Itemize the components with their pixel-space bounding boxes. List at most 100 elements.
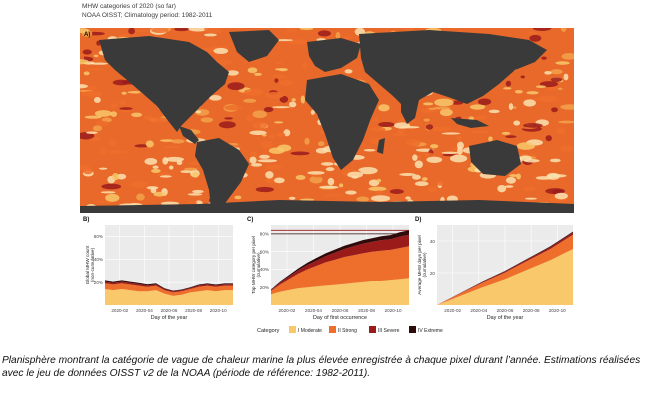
mhw-pixel-blob xyxy=(396,129,406,135)
mhw-pixel-blob xyxy=(82,90,102,98)
mhw-pixel-blob xyxy=(148,117,168,123)
mhw-pixel-blob xyxy=(319,130,326,134)
mhw-pixel-blob xyxy=(152,165,159,169)
land-madagascar xyxy=(377,138,385,154)
mhw-pixel-blob xyxy=(105,193,120,202)
mhw-pixel-blob xyxy=(83,71,90,76)
land-australia xyxy=(469,140,521,176)
mhw-pixel-blob xyxy=(423,102,434,106)
mhw-pixel-blob xyxy=(335,31,341,40)
mhw-pixel-blob xyxy=(299,28,314,30)
legend-title: Category xyxy=(257,328,280,334)
mhw-pixel-blob xyxy=(243,88,264,96)
mhw-pixel-blob xyxy=(376,178,382,183)
mhw-pixel-blob xyxy=(375,190,383,195)
land-central-america xyxy=(179,126,199,144)
mhw-pixel-blob xyxy=(399,126,420,129)
mhw-pixel-blob xyxy=(323,194,344,197)
y-axis-label: Top MHW category per pixel(cumulative) xyxy=(251,236,261,294)
y-tick-label: 40% xyxy=(94,257,103,262)
mhw-pixel-blob xyxy=(274,78,279,83)
mhw-pixel-blob xyxy=(345,190,357,195)
mhw-pixel-blob xyxy=(255,186,274,193)
legend-swatch xyxy=(289,326,296,333)
mhw-pixel-blob xyxy=(300,95,306,104)
mhw-pixel-blob xyxy=(560,28,567,32)
mhw-pixel-blob xyxy=(535,85,547,88)
area-iv-extreme xyxy=(105,280,233,292)
mhw-pixel-blob xyxy=(110,102,117,109)
mhw-pixel-blob xyxy=(188,28,208,32)
mhw-pixel-blob xyxy=(192,172,199,178)
mhw-pixel-blob xyxy=(92,125,103,132)
mhw-pixel-blob xyxy=(545,135,552,142)
mhw-pixel-blob xyxy=(501,131,511,135)
category-legend: Category I Moderate II Strong III Severe IV… xyxy=(257,326,443,334)
mhw-pixel-blob xyxy=(100,191,116,194)
mhw-pixel-blob xyxy=(80,28,90,34)
mhw-pixel-blob xyxy=(509,174,518,177)
mhw-pixel-blob xyxy=(162,157,169,165)
mhw-pixel-blob xyxy=(370,195,391,202)
mhw-pixel-blob xyxy=(424,152,435,158)
land-greenland xyxy=(229,30,279,62)
figure-caption: Planisphère montrant la catégorie de vag… xyxy=(2,355,641,379)
mhw-pixel-blob xyxy=(358,166,378,175)
area-iii-severe xyxy=(105,281,233,293)
mhw-pixel-blob xyxy=(551,107,558,113)
mhw-pixel-blob xyxy=(195,110,202,114)
mhw-pixel-blob xyxy=(344,69,353,74)
mhw-pixel-blob xyxy=(299,198,315,201)
mhw-pixel-blob xyxy=(538,95,558,103)
mhw-pixel-blob xyxy=(180,170,193,173)
mhw-pixel-blob xyxy=(269,134,276,139)
x-tick-label: 2020-10 xyxy=(549,308,566,313)
mhw-pixel-blob xyxy=(128,28,135,35)
mhw-pixel-blob xyxy=(257,159,278,163)
mhw-pixel-blob xyxy=(475,115,488,120)
land-asia xyxy=(359,30,547,108)
mhw-pixel-blob xyxy=(522,123,543,128)
mhw-pixel-blob xyxy=(541,56,547,60)
mhw-pixel-blob xyxy=(224,117,233,120)
mhw-pixel-blob xyxy=(279,95,289,103)
mhw-pixel-blob xyxy=(559,145,574,152)
mhw-pixel-blob xyxy=(477,98,492,106)
mhw-pixel-blob xyxy=(402,28,415,31)
area-i-moderate xyxy=(105,289,233,305)
mhw-pixel-blob xyxy=(265,171,274,179)
mhw-pixel-blob xyxy=(273,177,285,184)
mhw-pixel-blob xyxy=(250,163,263,167)
mhw-pixel-blob xyxy=(187,200,198,206)
y-tick-label: 60% xyxy=(94,234,103,239)
mhw-pixel-blob xyxy=(192,189,204,194)
mhw-pixel-blob xyxy=(112,173,119,181)
mhw-pixel-blob xyxy=(162,145,182,149)
mhw-pixel-blob xyxy=(165,156,184,162)
x-axis-label: Day of the year xyxy=(487,315,524,321)
x-tick-label: 2020-06 xyxy=(332,308,349,313)
mhw-pixel-blob xyxy=(119,107,133,110)
mhw-pixel-blob xyxy=(264,91,285,99)
mhw-pixel-blob xyxy=(317,141,325,147)
mhw-pixel-blob xyxy=(431,126,451,132)
mhw-pixel-blob xyxy=(228,114,237,117)
mhw-pixel-blob xyxy=(549,158,561,163)
mhw-pixel-blob xyxy=(287,39,308,45)
mhw-pixel-blob xyxy=(425,124,434,130)
mhw-pixel-blob xyxy=(433,106,451,110)
mhw-pixel-blob xyxy=(262,134,267,137)
mhw-pixel-blob xyxy=(505,135,517,139)
figure-title: MHW categories of 2020 (so far) xyxy=(82,3,176,10)
mhw-pixel-blob xyxy=(145,140,154,148)
mhw-pixel-blob xyxy=(153,191,166,197)
legend-swatch xyxy=(409,326,416,333)
panel-d-chart: 20 40 2020-02 2020-04 2020-06 2020-08 2020-10 D… xyxy=(415,217,573,321)
mhw-pixel-blob xyxy=(528,31,538,35)
area-iii-severe xyxy=(271,234,409,291)
mhw-pixel-blob xyxy=(93,96,101,103)
mhw-pixel-blob xyxy=(108,139,117,147)
area-i-moderate xyxy=(271,278,409,305)
land-india xyxy=(401,100,419,124)
legend-label: I Moderate xyxy=(298,328,322,334)
